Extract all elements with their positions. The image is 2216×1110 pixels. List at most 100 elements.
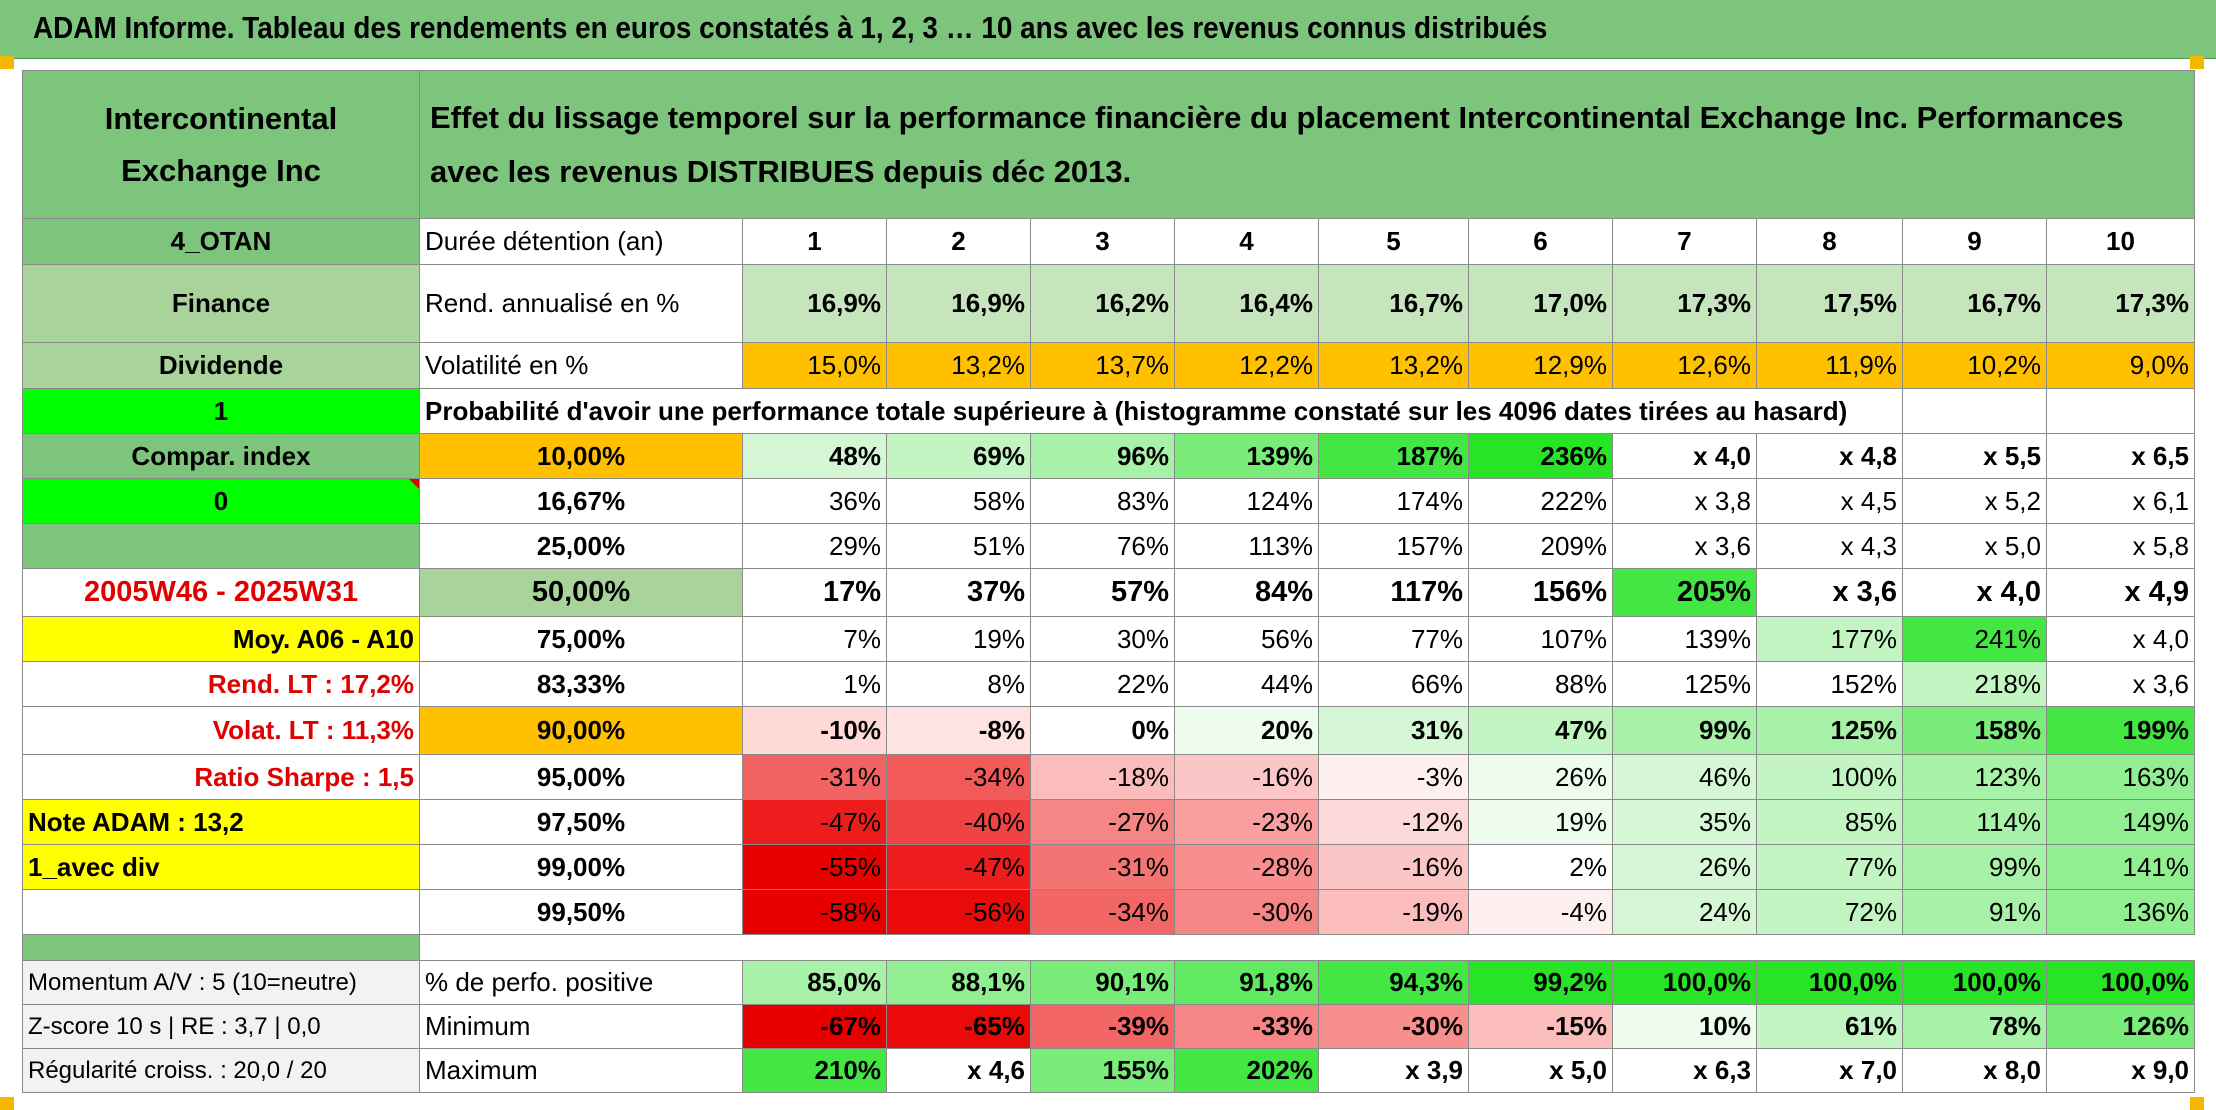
quantile-cell: 77% xyxy=(1318,616,1469,662)
footer-cell: x 5,0 xyxy=(1468,1048,1613,1093)
rend-cell: 16,9% xyxy=(742,264,887,343)
vol-cell: 12,6% xyxy=(1612,342,1757,389)
footer-cell: 100,0% xyxy=(2045,960,2196,1005)
footer-cell: -65% xyxy=(886,1004,1031,1049)
quantile-cell: 69% xyxy=(886,433,1031,479)
quantile-cell: x 5,5 xyxy=(1902,433,2047,479)
quantile-cell: 156% xyxy=(1468,568,1613,617)
title-bar: ADAM Informe. Tableau des rendements en … xyxy=(0,0,2216,59)
quantile-cell: 1% xyxy=(742,661,887,707)
footer-cell: -30% xyxy=(1318,1004,1469,1049)
footer-cell: 100,0% xyxy=(1902,960,2047,1005)
quantile-cell: 83% xyxy=(1030,478,1175,524)
quantile-cell: 26% xyxy=(1612,844,1757,890)
quantile-cell: 123% xyxy=(1902,754,2047,800)
quantile-cell: 22% xyxy=(1030,661,1175,707)
quantile-cell: 139% xyxy=(1174,433,1319,479)
quantile-cell: -28% xyxy=(1174,844,1319,890)
footer-cell: 126% xyxy=(2045,1004,2196,1049)
avec-div-label: 1_avec div xyxy=(22,844,420,890)
zscore-label: Z-score 10 s | RE : 3,7 | 0,0 xyxy=(22,1004,420,1049)
separator-blank xyxy=(419,934,2195,961)
footer-cell: 100,0% xyxy=(1612,960,1757,1005)
corner-marker xyxy=(0,1097,14,1110)
quantile-row: Compar. index 10,00% 48% 69% 96% 139% 187% 236%… xyxy=(22,433,2196,479)
footer-cell: x 7,0 xyxy=(1756,1048,1903,1093)
footer-cell: 88,1% xyxy=(886,960,1031,1005)
quantile-cell: -40% xyxy=(886,799,1031,845)
quantile-cell: x 4,0 xyxy=(2045,616,2196,662)
footer-row: Z-score 10 s | RE : 3,7 | 0,0 Minimum -67%… xyxy=(22,1004,2196,1049)
footer-cell: 155% xyxy=(1030,1048,1175,1093)
moy-label: Moy. A06 - A10 xyxy=(22,616,420,662)
quantile-cell: 205% xyxy=(1612,568,1757,617)
blank-label xyxy=(22,889,420,935)
rend-row: Finance Rend. annualisé en % 16,9% 16,9% 16,… xyxy=(22,264,2196,343)
year-header: 5 xyxy=(1318,218,1469,265)
vol-cell: 13,2% xyxy=(1318,342,1469,389)
quantile-cell: 57% xyxy=(1030,568,1175,617)
quantile-row: 25,00% 29% 51% 76% 113% 157% 209% x 3,6 x 4,3 x 5… xyxy=(22,523,2196,569)
year-header: 8 xyxy=(1756,218,1903,265)
rend-cell: 16,2% xyxy=(1030,264,1175,343)
vol-cell: 11,9% xyxy=(1756,342,1903,389)
quantile-row: Note ADAM : 13,2 97,50% -47% -40% -27% -23% -1… xyxy=(22,799,2196,845)
quantile-label: 90,00% xyxy=(419,706,743,755)
corner-marker xyxy=(0,56,14,69)
quantile-cell: 96% xyxy=(1030,433,1175,479)
compar-index-label: Compar. index xyxy=(22,433,420,479)
sector-label: Finance xyxy=(22,264,420,343)
year-header: 1 xyxy=(742,218,887,265)
quantile-cell: 139% xyxy=(1612,616,1757,662)
rend-cell: 16,9% xyxy=(886,264,1031,343)
quantile-row: Ratio Sharpe : 1,5 95,00% -31% -34% -18% -16%… xyxy=(22,754,2196,800)
quantile-cell: 88% xyxy=(1468,661,1613,707)
quantile-cell: 26% xyxy=(1468,754,1613,800)
year-header: 4 xyxy=(1174,218,1319,265)
rend-cell: 16,7% xyxy=(1902,264,2047,343)
sharpe-label: Ratio Sharpe : 1,5 xyxy=(22,754,420,800)
vol-cell: 13,7% xyxy=(1030,342,1175,389)
period-label: 2005W46 - 2025W31 xyxy=(22,568,420,617)
quantile-cell: x 4,3 xyxy=(1756,523,1903,569)
quantile-cell: 19% xyxy=(1468,799,1613,845)
quantile-row: Rend. LT : 17,2% 83,33% 1% 8% 22% 44% 66% 88% 12… xyxy=(22,661,2196,707)
footer-label: Maximum xyxy=(419,1048,743,1093)
quantile-cell: -18% xyxy=(1030,754,1175,800)
dividend-value: 1 xyxy=(22,388,420,434)
footer-cell: 100,0% xyxy=(1756,960,1903,1005)
quantile-cell: x 5,0 xyxy=(1902,523,2047,569)
vol-row: Dividende Volatilité en % 15,0% 13,2% 13,7% 1… xyxy=(22,342,2196,389)
quantile-label: 50,00% xyxy=(419,568,743,617)
quantile-cell: 136% xyxy=(2045,889,2196,935)
rend-cell: 16,4% xyxy=(1174,264,1319,343)
footer-cell: x 6,3 xyxy=(1612,1048,1757,1093)
quantile-cell: 107% xyxy=(1468,616,1613,662)
quantile-row: Volat. LT : 11,3% 90,00% -10% -8% 0% 20% 31% 47… xyxy=(22,706,2196,755)
quantile-cell: -12% xyxy=(1318,799,1469,845)
quantile-cell: 51% xyxy=(886,523,1031,569)
quantile-cell: 85% xyxy=(1756,799,1903,845)
quantile-cell: 29% xyxy=(742,523,887,569)
performance-table-frame: Intercontinental Exchange Inc Effet du li… xyxy=(22,70,2196,1108)
quantile-cell: 117% xyxy=(1318,568,1469,617)
quantile-row: 99,50% -58% -56% -34% -30% -19% -4% 24% 72% 91% 13… xyxy=(22,889,2196,935)
quantile-cell: -30% xyxy=(1174,889,1319,935)
footer-cell: x 9,0 xyxy=(2045,1048,2196,1093)
footer-label: Minimum xyxy=(419,1004,743,1049)
quantile-cell: x 6,1 xyxy=(2045,478,2196,524)
quantile-row: 0 16,67% 36% 58% 83% 124% 174% 222% x 3,8 x 4,5 x … xyxy=(22,478,2196,524)
vol-cell: 10,2% xyxy=(1902,342,2047,389)
quantile-cell: 48% xyxy=(742,433,887,479)
vol-cell: 13,2% xyxy=(886,342,1031,389)
quantile-cell: x 6,5 xyxy=(2045,433,2196,479)
quantile-cell: 125% xyxy=(1756,706,1903,755)
quantile-cell: 141% xyxy=(2045,844,2196,890)
quantile-cell: 20% xyxy=(1174,706,1319,755)
quantile-cell: -3% xyxy=(1318,754,1469,800)
quantile-cell: 218% xyxy=(1902,661,2047,707)
blank-cell xyxy=(1902,388,2047,434)
quantile-cell: -34% xyxy=(886,754,1031,800)
quantile-cell: 174% xyxy=(1318,478,1469,524)
footer-cell: 99,2% xyxy=(1468,960,1613,1005)
